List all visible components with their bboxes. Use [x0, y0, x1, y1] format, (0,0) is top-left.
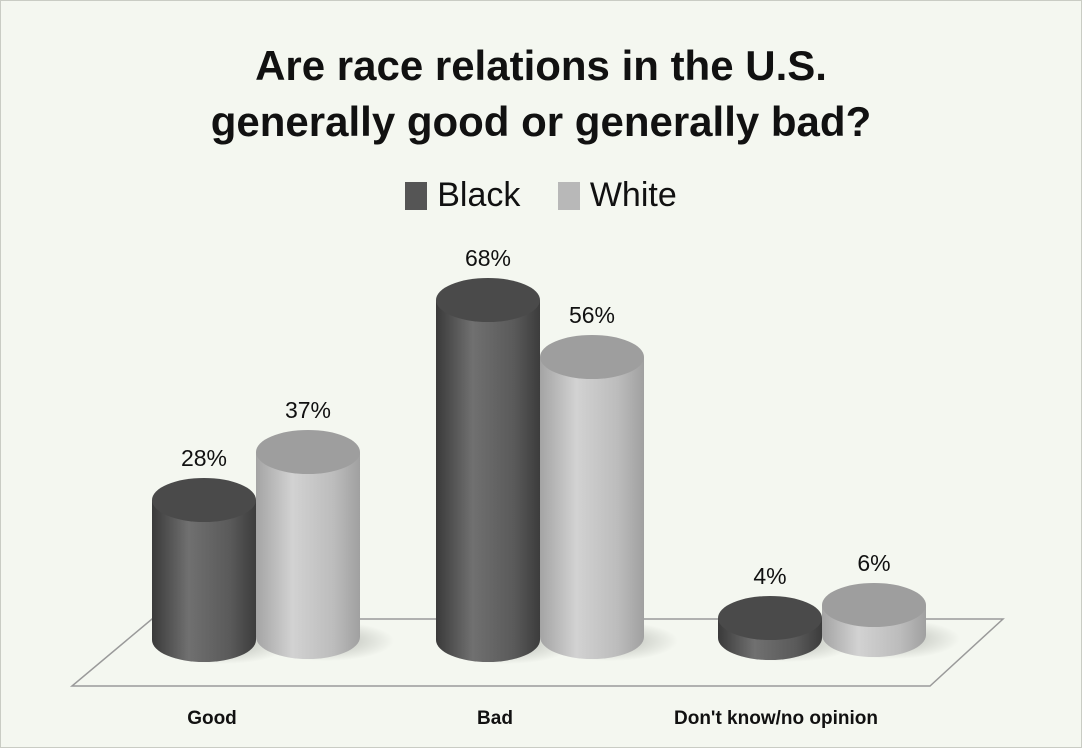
- chart-title-line-2: generally good or generally bad?: [210, 98, 872, 145]
- bar-white-bad-body: [540, 357, 644, 659]
- chart-title-line-1: Are race relations in the U.S.: [255, 42, 827, 89]
- legend-item-white: White: [557, 176, 677, 215]
- bar-white-don-t-know-no-opinion: [822, 583, 960, 659]
- value-label-white-good: 37%: [285, 397, 331, 423]
- bar-white-good-body: [256, 452, 360, 659]
- bar-black-bad-body: [436, 300, 540, 662]
- value-label-white-don-t-know-no-opinion: 6%: [857, 550, 890, 576]
- value-label-black-good: 28%: [181, 445, 227, 471]
- bar-white-good: [256, 430, 394, 661]
- bars-layer: [152, 278, 960, 664]
- bar-white-good-top: [256, 430, 360, 474]
- labels-layer: 28% 37% Good 68% 56% Bad 4% 6% Don't know/no opi…: [181, 245, 891, 729]
- legend: Black White: [0, 176, 1082, 219]
- value-label-black-bad: 68%: [465, 245, 511, 271]
- legend-item-black: Black: [405, 176, 520, 215]
- bar-black-bad-top: [436, 278, 540, 322]
- bar-black-good-body: [152, 500, 256, 662]
- chart-title: Are race relations in the U.S. generally…: [0, 38, 1082, 150]
- value-label-white-bad: 56%: [569, 302, 615, 328]
- legend-label-white: White: [589, 176, 677, 214]
- value-label-black-don-t-know-no-opinion: 4%: [753, 563, 786, 589]
- bar-white-don-t-know-no-opinion-top: [822, 583, 926, 627]
- bar-white-bad: [540, 335, 678, 661]
- bar-black-don-t-know-no-opinion-top: [718, 596, 822, 640]
- legend-label-black: Black: [437, 176, 521, 214]
- category-label-good: Good: [187, 708, 237, 729]
- category-label-bad: Bad: [477, 708, 513, 729]
- legend-swatch-black: [405, 181, 428, 210]
- bar-black-good-top: [152, 478, 256, 522]
- category-label-don-t-know-no-opinion: Don't know/no opinion: [674, 708, 878, 729]
- legend-swatch-white: [557, 181, 580, 210]
- bar-black-don-t-know-no-opinion: [718, 596, 856, 662]
- bar-white-bad-top: [540, 335, 644, 379]
